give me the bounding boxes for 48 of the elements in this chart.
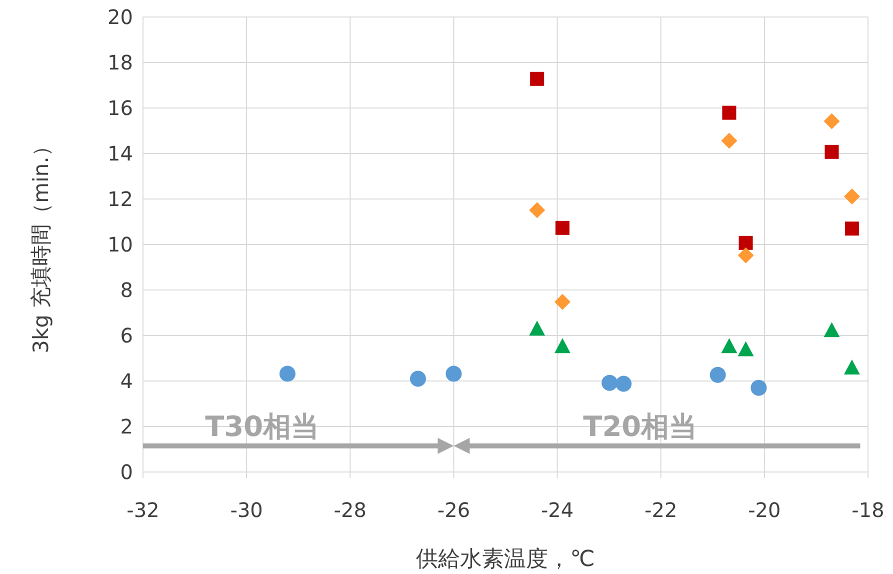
point <box>738 247 754 264</box>
point <box>554 338 570 354</box>
point <box>279 366 296 382</box>
point <box>824 322 840 338</box>
point <box>529 202 546 218</box>
x-tick-label: -20 <box>748 498 781 522</box>
annotation: T20相当 <box>583 410 698 443</box>
y-tick-label: 18 <box>108 50 133 74</box>
x-tick-label: -30 <box>230 498 263 522</box>
y-tick-label: 4 <box>120 369 133 393</box>
point <box>824 144 839 159</box>
point <box>824 113 840 130</box>
point <box>750 380 767 396</box>
x-tick-label: -26 <box>437 498 470 522</box>
point <box>844 222 859 236</box>
y-tick-label: 12 <box>108 187 133 211</box>
x-tick-label: -24 <box>540 498 574 522</box>
y-tick-label: 14 <box>108 142 133 166</box>
y-tick-label: 8 <box>120 278 133 302</box>
point <box>710 366 726 383</box>
point <box>410 370 426 387</box>
x-tick-label: -32 <box>126 498 160 522</box>
point <box>721 338 738 354</box>
y-tick-label: 20 <box>108 5 133 29</box>
y-axis-title: 3kg 充填時間（min.） <box>29 136 53 354</box>
point <box>616 376 632 392</box>
point <box>554 294 570 310</box>
x-tick-label: -18 <box>852 498 884 522</box>
point <box>738 341 754 356</box>
y-tick-label: 10 <box>108 232 133 256</box>
point <box>722 106 736 120</box>
point <box>602 374 618 391</box>
point <box>844 188 860 204</box>
y-tick-label: 16 <box>108 96 133 120</box>
point <box>721 132 738 149</box>
point <box>529 320 546 336</box>
y-tick-label: 0 <box>120 460 133 484</box>
x-tick-label: -28 <box>334 498 366 522</box>
x-tick-label: -22 <box>644 498 678 522</box>
point <box>738 236 753 250</box>
point <box>844 359 860 374</box>
y-tick-label: 2 <box>120 414 133 438</box>
y-tick-label: 6 <box>120 324 133 348</box>
x-axis-title: 供給水素温度，℃ <box>416 547 595 572</box>
annotation: T30相当 <box>205 410 320 443</box>
point <box>530 72 544 86</box>
point <box>555 220 570 235</box>
point <box>446 366 462 382</box>
